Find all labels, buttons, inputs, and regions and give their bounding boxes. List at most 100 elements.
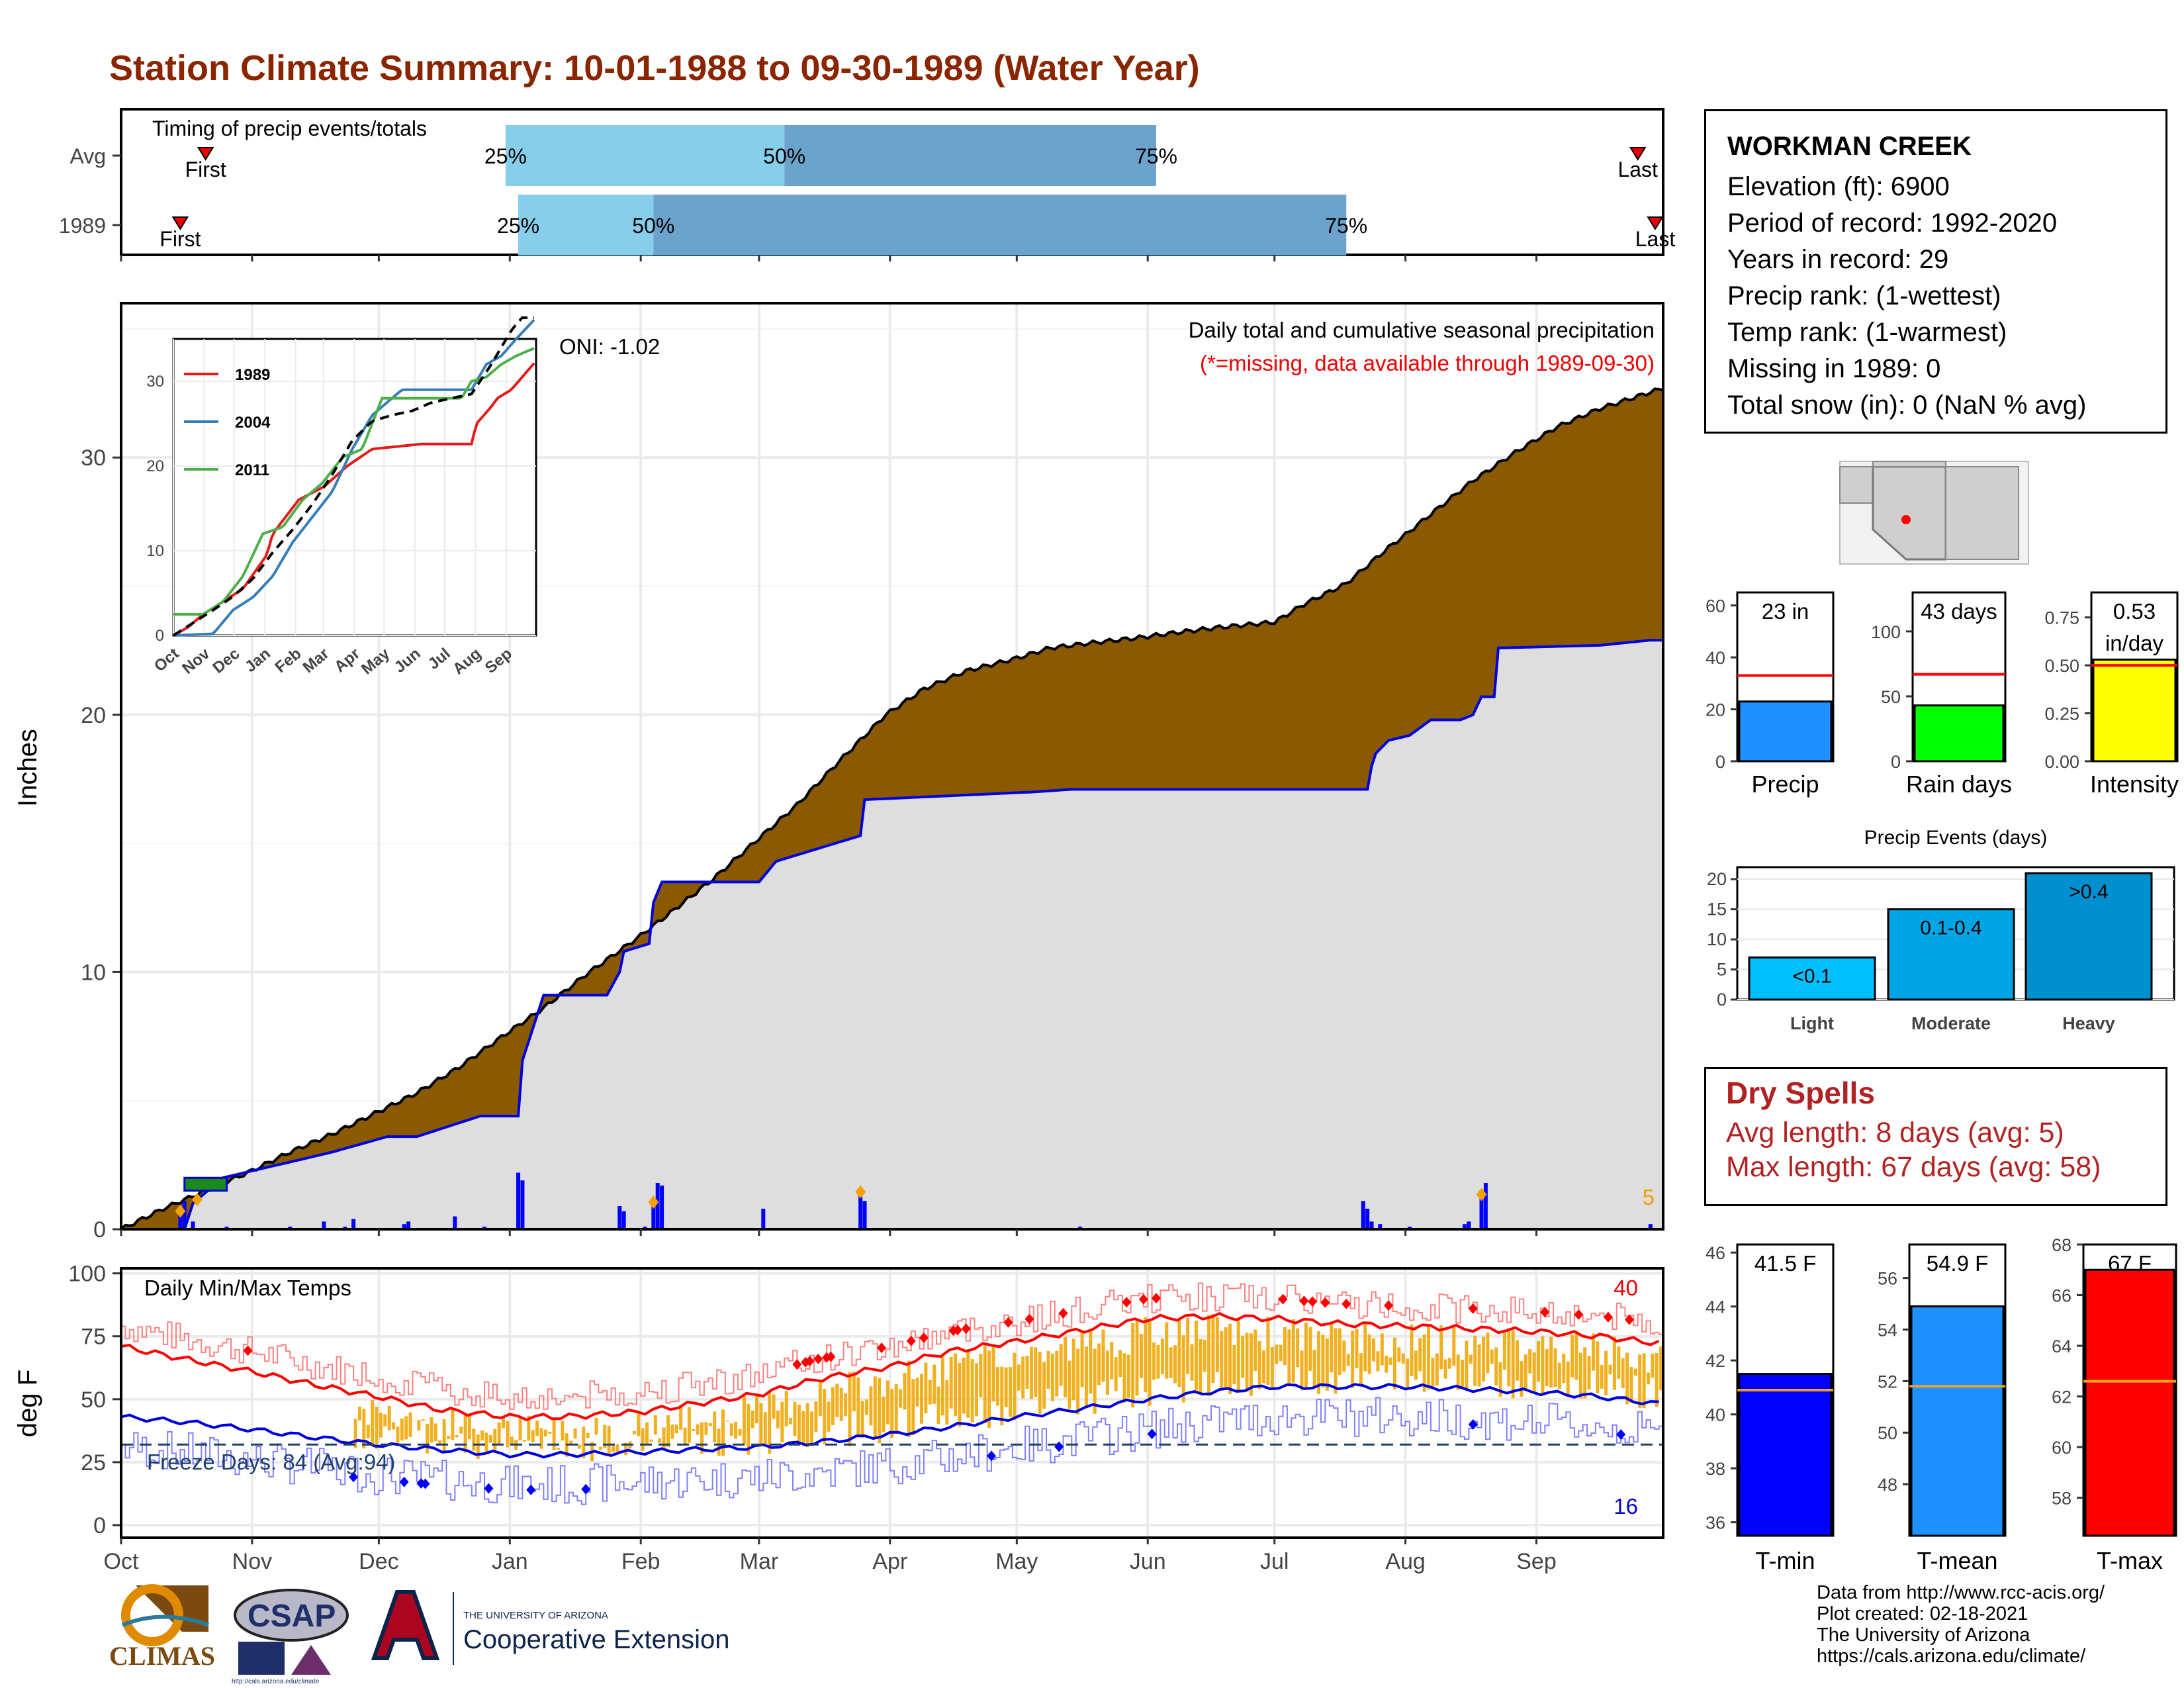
daily-temp-range	[371, 1399, 375, 1446]
daily-temp-range	[848, 1372, 852, 1446]
daily-temp-range	[810, 1411, 814, 1445]
daily-temp-range	[1338, 1328, 1342, 1376]
daily-temp-range	[1283, 1327, 1287, 1366]
daily-temp-range	[400, 1418, 404, 1441]
y-tick-label: 50	[1878, 1423, 1897, 1443]
daily-temp-range	[455, 1435, 459, 1438]
temp-summary-value-label: 67 F	[2108, 1251, 2152, 1276]
daily-temp-range	[1325, 1338, 1329, 1391]
daily-temp-range	[366, 1425, 370, 1438]
daily-temp-range	[704, 1422, 708, 1435]
temp-summary-axis-label: T-min	[1756, 1547, 1815, 1574]
daily-temp-range	[1638, 1354, 1642, 1408]
daily-temp-range	[1617, 1346, 1621, 1379]
y-tick-label: 40	[1706, 648, 1725, 668]
totals-value-label: 43 days	[1921, 599, 1997, 624]
daily-temp-range	[472, 1429, 476, 1451]
hot-day-marker	[1468, 1303, 1478, 1314]
daily-temp-range	[603, 1425, 607, 1448]
daily-temp-range	[899, 1389, 903, 1408]
y-tick-label: 50	[1881, 687, 1901, 707]
extreme-marker	[855, 1185, 866, 1199]
daily-temp-range	[674, 1424, 678, 1434]
daily-temp-range	[856, 1377, 860, 1436]
y-tick-label: 75	[81, 1325, 106, 1350]
station-marker	[1901, 515, 1911, 524]
daily-temp-range	[1148, 1321, 1152, 1406]
daily-temp-range	[1642, 1353, 1646, 1409]
daily-temp-range	[1017, 1364, 1021, 1391]
daily-temp-range	[958, 1362, 962, 1427]
hot-day-marker	[906, 1335, 916, 1346]
station-line: Years in record: 29	[1727, 245, 1949, 274]
cold-day-marker	[526, 1484, 536, 1495]
daily-temp-range	[1621, 1358, 1625, 1388]
station-line: Temp rank: (1-warmest)	[1727, 318, 2007, 347]
daily-temp-range	[818, 1382, 822, 1417]
hot-day-marker	[1540, 1307, 1550, 1318]
first-marker	[197, 147, 214, 161]
daily-temp-range	[805, 1403, 809, 1447]
daily-temp-range	[1220, 1331, 1224, 1389]
daily-temp-range	[1199, 1338, 1203, 1394]
daily-temp-range	[1388, 1357, 1392, 1365]
daily-temp-range	[1105, 1350, 1109, 1395]
y-tick-label: 20	[1706, 700, 1725, 720]
daily-temp-range	[1507, 1328, 1511, 1387]
daily-temp-range	[1194, 1321, 1198, 1393]
daily-temp-range	[615, 1444, 619, 1452]
daily-temp-range	[1477, 1344, 1481, 1387]
daily-temp-range	[480, 1430, 484, 1441]
daily-temp-range	[1228, 1323, 1232, 1394]
daily-temp-range	[1367, 1334, 1371, 1374]
daily-temp-range	[375, 1407, 379, 1449]
x-tick-label: Dec	[359, 1549, 398, 1574]
timing-bar-q50-q75	[653, 195, 1347, 256]
y-tick-label: 0	[1715, 752, 1725, 772]
daily-temp-range	[759, 1403, 763, 1444]
y-tick-label: 48	[1878, 1475, 1897, 1495]
daily-temp-range	[1443, 1359, 1447, 1379]
daily-temp-range	[995, 1367, 999, 1406]
temp-summary-value-bar	[1738, 1373, 1833, 1537]
daily-temp-range	[915, 1378, 919, 1407]
cold-day-marker	[420, 1478, 430, 1489]
daily-temp-range	[780, 1401, 784, 1443]
extreme-count: 5	[1643, 1185, 1655, 1209]
events-x-label: Moderate	[1911, 1013, 1991, 1033]
daily-temp-range	[903, 1372, 907, 1410]
daily-temp-range	[1249, 1333, 1253, 1396]
daily-temp-range	[911, 1379, 915, 1436]
daily-temp-range	[1038, 1352, 1042, 1414]
daily-temp-range	[1059, 1344, 1063, 1386]
station-info-box: WORKMAN CREEK Elevation (ft): 6900 Perio…	[1704, 109, 2167, 434]
credit-line: Plot created: 02-18-2021	[1817, 1603, 2028, 1624]
cold-day-marker	[1468, 1419, 1478, 1430]
daily-temp-range	[1122, 1353, 1126, 1403]
temp-summary-value-label: 54.9 F	[1927, 1251, 1989, 1276]
daily-precip-bar	[322, 1221, 326, 1229]
daily-temp-range	[1431, 1358, 1435, 1388]
hot-day-marker	[813, 1353, 823, 1364]
timing-q50-label: 50%	[632, 214, 674, 238]
y-tick-label: 0.75	[2044, 608, 2079, 628]
daily-temp-range	[1334, 1328, 1338, 1394]
map-state	[1872, 461, 1946, 467]
station-line: Total snow (in): 0 (NaN % avg)	[1727, 391, 2087, 420]
x-tick-label: Apr	[872, 1549, 907, 1574]
daily-temp-range	[561, 1421, 565, 1441]
y-tick-label: 38	[1706, 1459, 1725, 1479]
daily-temp-range	[1502, 1332, 1506, 1370]
daily-temp-range	[708, 1423, 712, 1427]
page-title: Station Climate Summary: 10-01-1988 to 0…	[109, 48, 1200, 88]
station-line: Missing in 1989: 0	[1727, 354, 1941, 383]
y-tick-label: 10	[1707, 929, 1727, 949]
y-tick-label: 56	[1878, 1269, 1897, 1289]
daily-temp-range	[1346, 1354, 1350, 1366]
daily-temp-range	[392, 1422, 396, 1430]
totals-value-bar	[1738, 700, 1833, 763]
daily-temp-range	[949, 1356, 953, 1409]
daily-precip-bar	[655, 1183, 660, 1229]
inset-legend-label: 2004	[235, 414, 271, 432]
daily-temp-range	[353, 1419, 357, 1448]
